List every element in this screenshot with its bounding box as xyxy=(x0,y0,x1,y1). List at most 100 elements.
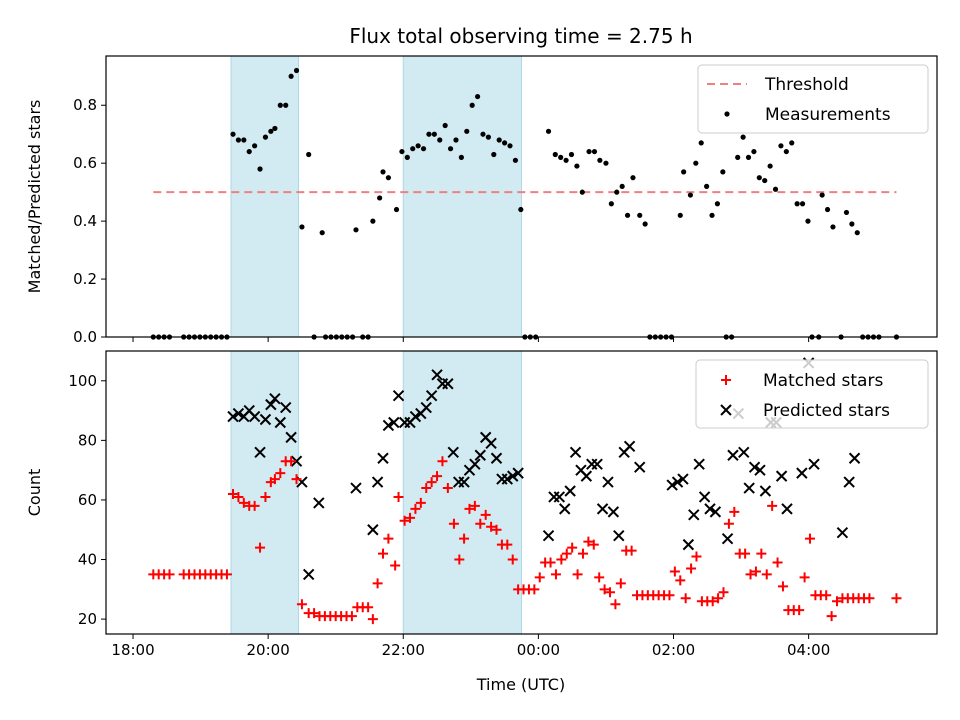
measurement-point xyxy=(789,140,795,146)
matched-star-point xyxy=(448,518,459,529)
measurement-point xyxy=(586,148,592,155)
predicted-star-point xyxy=(367,524,379,536)
predicted-star-point xyxy=(447,446,459,458)
matched-star-point xyxy=(713,593,724,604)
measurement-point xyxy=(272,125,278,132)
ratio-legend: Threshold Measurements xyxy=(697,64,929,134)
measurement-point xyxy=(794,201,800,207)
x-axis-label: Time (UTC) xyxy=(476,675,565,694)
matched-star-point xyxy=(480,509,491,520)
matched-star-point xyxy=(372,578,383,589)
predicted-star-point xyxy=(586,458,598,470)
predicted-star-point xyxy=(623,440,636,453)
legend-box xyxy=(697,64,929,134)
measurement-point xyxy=(277,102,283,108)
matched-star-point xyxy=(378,548,388,559)
measurement-point xyxy=(545,128,552,134)
measurement-point xyxy=(241,137,247,143)
predicted-star-point xyxy=(507,470,519,482)
matched-star-point xyxy=(804,533,815,544)
predicted-star-point xyxy=(693,458,705,470)
predicted-star-point xyxy=(682,538,695,551)
matched-star-point xyxy=(577,548,588,559)
matched-star-point xyxy=(832,596,843,607)
measurement-point xyxy=(637,212,643,218)
predicted-star-point xyxy=(698,491,711,503)
legend-matched-swatch xyxy=(721,375,731,385)
ratio-panel: 0.0 0.2 0.4 0.6 0.8 Matched/Predicted stars Th… xyxy=(25,55,938,346)
measurement-point xyxy=(518,206,524,213)
measurement-point xyxy=(619,183,625,189)
measurement-point xyxy=(552,151,558,158)
measurement-point xyxy=(507,143,513,149)
matched-star-point xyxy=(583,536,594,547)
predicted-star-point xyxy=(442,378,454,390)
measurement-point xyxy=(299,224,305,230)
predicted-star-point xyxy=(548,491,560,503)
matched-star-point xyxy=(442,483,453,494)
measurement-point xyxy=(410,146,416,152)
measurement-point xyxy=(558,154,564,160)
predicted-star-point xyxy=(613,529,625,542)
matched-star-point xyxy=(561,548,572,559)
matched-star-point xyxy=(605,587,616,598)
predicted-star-point xyxy=(313,497,325,509)
matched-star-point xyxy=(799,572,810,583)
measurement-point xyxy=(579,189,585,195)
measurement-point xyxy=(783,148,789,155)
measurement-point xyxy=(453,137,459,143)
predicted-star-point xyxy=(431,369,443,381)
measurement-point xyxy=(437,137,443,143)
count-plot-frame xyxy=(105,350,938,635)
measurement-point xyxy=(756,175,762,181)
predicted-star-point xyxy=(781,503,793,515)
measurement-point xyxy=(426,131,432,137)
predicted-star-point xyxy=(290,455,303,467)
matched-star-point xyxy=(164,569,175,580)
predicted-star-point xyxy=(371,476,384,488)
predicted-star-point xyxy=(232,407,245,420)
predicted-star-point xyxy=(738,446,750,458)
predicted-star-point xyxy=(754,464,766,476)
y-tick-label: 80 xyxy=(78,431,97,449)
predicted-star-point xyxy=(265,398,277,411)
measurement-point xyxy=(399,148,405,155)
measurement-point xyxy=(751,148,757,155)
predicted-star-point xyxy=(425,389,438,402)
predicted-star-point xyxy=(409,410,422,423)
matched-star-point xyxy=(486,521,497,532)
predicted-star-point xyxy=(666,479,678,491)
matched-star-point xyxy=(594,572,605,583)
y-axis-label: Count xyxy=(25,469,44,517)
measurement-point xyxy=(720,169,726,175)
matched-star-point xyxy=(399,515,410,526)
predicted-star-point xyxy=(377,452,389,464)
measurement-point xyxy=(709,212,715,218)
measurement-point xyxy=(563,157,569,163)
measurement-point xyxy=(306,151,312,158)
measurement-point xyxy=(714,201,721,207)
predicted-star-point xyxy=(382,419,395,432)
x-tick-label: 02:00 xyxy=(652,641,695,659)
measurement-point xyxy=(420,146,427,152)
matched-star-point xyxy=(680,593,691,604)
matched-star-point xyxy=(475,518,486,529)
predicted-star-point xyxy=(677,473,689,485)
measurement-point xyxy=(624,212,631,218)
measurement-point xyxy=(819,192,825,198)
measurement-point xyxy=(597,157,603,163)
predicted-star-point xyxy=(591,458,603,470)
y-tick-label: 0.6 xyxy=(73,154,97,172)
legend-predicted-label: Predicted stars xyxy=(763,401,890,421)
predicted-star-point xyxy=(671,476,684,488)
predicted-star-point xyxy=(743,482,755,494)
predicted-star-point xyxy=(796,467,808,479)
matched-star-point xyxy=(891,593,902,604)
matched-star-point xyxy=(750,566,761,577)
ratio-plot-frame xyxy=(105,55,938,338)
measurement-point xyxy=(805,218,811,224)
measurement-point xyxy=(830,224,836,230)
matched-star-point xyxy=(556,554,567,565)
chart-title: Flux total observing time = 2.75 h xyxy=(349,24,692,48)
